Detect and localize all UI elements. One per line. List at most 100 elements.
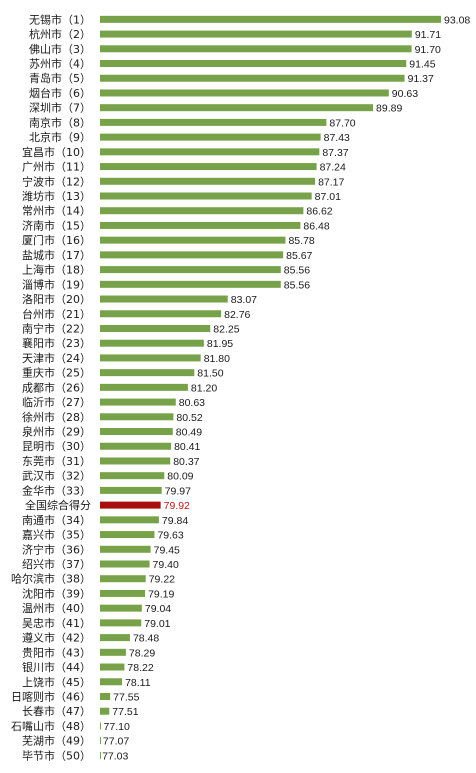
category-label: 成都市（26） xyxy=(22,380,91,394)
category-label: 全国综合得分 xyxy=(25,498,91,512)
category-label: 襄阳市（23） xyxy=(22,336,91,350)
bar xyxy=(100,486,162,494)
bar xyxy=(100,457,171,465)
value-label: 77.55 xyxy=(113,691,139,703)
bar xyxy=(100,531,155,539)
value-label: 86.48 xyxy=(303,220,329,232)
category-label: 济南市（15） xyxy=(22,218,91,232)
value-label: 91.45 xyxy=(409,59,435,71)
category-label: 洛阳市（20） xyxy=(22,292,91,306)
value-label: 79.01 xyxy=(144,618,170,630)
value-label: 79.04 xyxy=(145,603,171,615)
value-label: 77.51 xyxy=(112,706,138,718)
bar xyxy=(100,354,201,362)
category-label: 泉州市（29） xyxy=(22,425,91,439)
category-label: 济宁市（36） xyxy=(22,542,91,556)
category-label: 嘉兴市（35） xyxy=(22,528,91,542)
bar xyxy=(100,737,101,745)
value-label: 82.25 xyxy=(213,323,239,335)
bars xyxy=(100,15,441,759)
category-label: 芜湖市（49） xyxy=(22,734,91,748)
bar xyxy=(100,118,327,126)
category-label: 台州市（21） xyxy=(22,307,91,321)
category-label: 昆明市（30） xyxy=(22,439,91,453)
value-label: 78.29 xyxy=(129,647,155,659)
category-label: 北京市（9） xyxy=(29,130,91,144)
category-label: 佛山市（3） xyxy=(29,42,91,56)
category-label: 温州市（40） xyxy=(22,601,91,615)
bar xyxy=(100,604,142,612)
value-label: 78.11 xyxy=(125,677,151,689)
category-label: 宜昌市（10） xyxy=(22,145,91,159)
category-label: 苏州市（4） xyxy=(29,57,91,71)
value-label: 87.37 xyxy=(322,147,348,159)
bar xyxy=(100,207,304,215)
category-label: 南宁市（22） xyxy=(22,321,91,335)
category-label: 南京市（8） xyxy=(29,115,91,129)
value-label: 87.24 xyxy=(320,162,346,174)
value-label: 80.49 xyxy=(176,427,202,439)
bar xyxy=(100,472,165,480)
bar xyxy=(100,163,317,171)
category-label: 上饶市（45） xyxy=(22,675,91,689)
value-label: 85.67 xyxy=(286,250,312,262)
value-label: 86.62 xyxy=(306,206,332,218)
category-label: 天津市（24） xyxy=(22,351,91,365)
bar xyxy=(100,707,110,715)
bar xyxy=(100,619,142,627)
category-label: 长春市（47） xyxy=(22,704,91,718)
value-label: 87.70 xyxy=(329,117,355,129)
value-label: 79.45 xyxy=(154,544,180,556)
bar xyxy=(100,45,412,53)
bar xyxy=(100,383,188,391)
bar xyxy=(100,428,173,436)
bar xyxy=(100,324,211,332)
category-label: 哈尔滨市（38） xyxy=(11,572,91,586)
category-label: 盐城市（17） xyxy=(22,248,91,262)
value-label: 79.97 xyxy=(165,485,191,497)
bar xyxy=(100,339,204,347)
bar xyxy=(100,192,312,200)
bar xyxy=(100,560,150,568)
bar xyxy=(100,634,130,642)
category-label: 广州市（11） xyxy=(22,160,91,174)
category-label: 沈阳市（39） xyxy=(22,586,91,600)
category-label: 青岛市（5） xyxy=(29,71,91,85)
bar xyxy=(100,545,151,553)
value-label: 77.07 xyxy=(103,736,129,748)
value-label: 93.08 xyxy=(444,14,470,26)
category-label: 厦门市（16） xyxy=(22,233,91,247)
category-label: 重庆市（25） xyxy=(22,366,91,380)
value-label: 85.56 xyxy=(284,265,310,277)
value-label: 85.56 xyxy=(284,279,310,291)
category-label: 无锡市（1） xyxy=(29,12,91,26)
category-label: 潍坊市（13） xyxy=(22,189,91,203)
bar xyxy=(100,648,126,656)
bar xyxy=(100,692,111,700)
value-label: 91.71 xyxy=(415,29,441,41)
category-label: 遵义市（42） xyxy=(22,631,91,645)
value-label: 80.41 xyxy=(174,441,200,453)
value-label: 91.37 xyxy=(408,73,434,85)
category-label: 银川市（44） xyxy=(22,660,91,674)
bar xyxy=(100,442,172,450)
category-label: 南通市（34） xyxy=(22,513,91,527)
value-label: 85.78 xyxy=(288,235,314,247)
bar xyxy=(100,74,405,82)
value-label: 81.95 xyxy=(207,338,233,350)
bar xyxy=(100,413,174,421)
value-label: 89.89 xyxy=(376,103,402,115)
category-label: 常州市（14） xyxy=(22,204,91,218)
category-label: 贵阳市（43） xyxy=(22,645,91,659)
value-label: 87.17 xyxy=(318,176,344,188)
category-labels: 无锡市（1）杭州市（2）佛山市（3）苏州市（4）青岛市（5）烟台市（6）深圳市（… xyxy=(11,12,91,762)
bar xyxy=(100,133,321,141)
category-label: 淄博市（19） xyxy=(22,277,91,291)
value-label: 77.03 xyxy=(102,750,128,762)
value-label: 90.63 xyxy=(392,88,418,100)
value-label: 83.07 xyxy=(231,294,257,306)
value-label: 79.63 xyxy=(157,530,183,542)
category-label: 毕节市（50） xyxy=(22,748,91,762)
